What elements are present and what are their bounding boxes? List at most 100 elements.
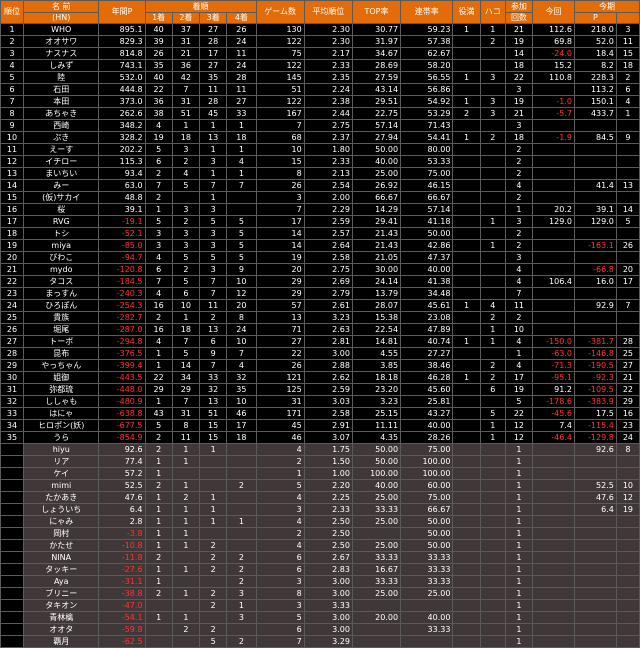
konki-points-cell: -381.7 bbox=[573, 335, 617, 348]
konkai-cell: 20.2 bbox=[532, 203, 575, 216]
rank-cell: 35 bbox=[0, 431, 25, 444]
first-place-cell: 1 bbox=[144, 575, 173, 588]
konki-rank-cell bbox=[615, 635, 640, 648]
second-place-cell: 1 bbox=[171, 119, 201, 132]
rank-cell: 1 bbox=[0, 23, 25, 36]
hako-cell bbox=[479, 527, 506, 540]
konkai-cell bbox=[532, 467, 575, 480]
avg-rank-cell: 2.20 bbox=[303, 479, 353, 492]
fourth-place-cell: 10 bbox=[226, 335, 257, 348]
annual-points-cell: 48.8 bbox=[98, 191, 146, 204]
konki-rank-cell: 6 bbox=[615, 83, 640, 96]
first-place-cell: 7 bbox=[144, 179, 173, 192]
games-cell: 122 bbox=[255, 95, 305, 108]
table-row: 岡村 -3.8 1 1 2 2.50 50.00 1 bbox=[0, 527, 640, 540]
annual-points-cell: -52.1 bbox=[98, 227, 146, 240]
hako-cell bbox=[479, 395, 506, 408]
first-place-cell: 6 bbox=[144, 155, 173, 168]
table-row: 23 まっすん -240.3 4 6 7 12 29 2.79 13.79 34.48 7 bbox=[0, 287, 640, 300]
konkai-cell bbox=[532, 539, 575, 552]
name-cell: 本田 bbox=[23, 95, 100, 108]
third-place-cell: 7 bbox=[198, 179, 228, 192]
konki-rank-cell bbox=[615, 167, 640, 180]
table-row: 20 びわこ -94.7 4 5 5 5 19 2.58 21.05 47.37 3 bbox=[0, 251, 640, 264]
konki-points-cell bbox=[573, 587, 617, 600]
hako-cell: 1 bbox=[479, 419, 506, 432]
annual-points-cell: 814.8 bbox=[98, 47, 146, 60]
konkai-cell: -178.6 bbox=[532, 395, 575, 408]
top-rate-cell: 22.75 bbox=[351, 107, 402, 120]
rank-cell bbox=[0, 635, 25, 648]
third-place-cell: 15 bbox=[198, 431, 228, 444]
annual-points-cell: 348.2 bbox=[98, 119, 146, 132]
second-place-cell: 1 bbox=[171, 563, 201, 576]
konki-points-cell bbox=[573, 323, 617, 336]
table-row: 13 まいちい 93.4 2 4 1 1 8 2.13 25.00 75.00 2 bbox=[0, 167, 640, 180]
annual-points-cell: 895.1 bbox=[98, 23, 146, 36]
top-rate-cell: 3.85 bbox=[351, 359, 402, 372]
fourth-place-cell: 5 bbox=[226, 215, 257, 228]
konkai-cell bbox=[532, 503, 575, 516]
table-row: 19 miya -85.0 3 3 3 5 14 2.64 21.43 42.86 1 2 -163.1 2… bbox=[0, 239, 640, 252]
sanka-cell: 1 bbox=[504, 575, 534, 588]
top-rate-cell: 34.67 bbox=[351, 47, 402, 60]
konki-points-cell: 228.3 bbox=[573, 71, 617, 84]
games-cell: 13 bbox=[255, 311, 305, 324]
konki-rank-cell: 21 bbox=[615, 371, 640, 384]
yakuman-cell bbox=[452, 215, 481, 228]
rank-cell: 22 bbox=[0, 275, 25, 288]
fourth-place-cell: 35 bbox=[226, 383, 257, 396]
top-rate-cell bbox=[351, 599, 402, 612]
konkai-cell: -63.0 bbox=[532, 347, 575, 360]
name-cell: トシ bbox=[23, 227, 100, 240]
annual-points-cell: -47.0 bbox=[98, 599, 146, 612]
table-row: 35 うら -854.9 2 11 15 18 46 3.07 4.35 28.26 1 12 -46.4… bbox=[0, 431, 640, 444]
header-yakuman: 役満 bbox=[452, 0, 481, 24]
yakuman-cell bbox=[452, 383, 481, 396]
third-place-cell: 3 bbox=[198, 263, 228, 276]
first-place-cell bbox=[144, 599, 173, 612]
sanka-cell: 12 bbox=[504, 431, 534, 444]
table-row: 6 石田 444.8 22 7 11 11 51 2.24 43.14 56.86 3 113.2 6 bbox=[0, 83, 640, 96]
rentai-rate-cell: 66.67 bbox=[400, 503, 454, 516]
header-p2: 2着 bbox=[171, 12, 201, 24]
games-cell: 26 bbox=[255, 359, 305, 372]
fourth-place-cell bbox=[226, 203, 257, 216]
rank-cell bbox=[0, 491, 25, 504]
annual-points-cell: -31.1 bbox=[98, 575, 146, 588]
first-place-cell: 1 bbox=[144, 347, 173, 360]
rank-cell bbox=[0, 503, 25, 516]
hako-cell bbox=[479, 515, 506, 528]
konki-rank-cell: 13 bbox=[615, 179, 640, 192]
fourth-place-cell: 32 bbox=[226, 371, 257, 384]
name-cell: mydo bbox=[23, 263, 100, 276]
yakuman-cell bbox=[452, 347, 481, 360]
konkai-cell bbox=[532, 287, 575, 300]
konki-points-cell bbox=[573, 563, 617, 576]
first-place-cell: 39 bbox=[144, 35, 173, 48]
name-cell: ひろぽん bbox=[23, 299, 100, 312]
konki-rank-cell: 16 bbox=[615, 407, 640, 420]
konkai-cell: -1.0 bbox=[532, 95, 575, 108]
sanka-cell: 4 bbox=[504, 263, 534, 276]
second-place-cell: 7 bbox=[171, 395, 201, 408]
annual-points-cell: -11.8 bbox=[98, 551, 146, 564]
top-rate-cell bbox=[351, 527, 402, 540]
games-cell: 19 bbox=[255, 251, 305, 264]
second-place-cell: 5 bbox=[171, 275, 201, 288]
table-row: 5 陸 532.0 40 42 35 28 145 2.35 27.59 56.55 1 3 22 110.… bbox=[0, 71, 640, 84]
second-place-cell: 1 bbox=[171, 515, 201, 528]
rank-cell: 20 bbox=[0, 251, 25, 264]
fourth-place-cell: 10 bbox=[226, 275, 257, 288]
top-rate-cell: 50.00 bbox=[351, 443, 402, 456]
ranking-body: 1 WHO 895.1 40 37 27 26 130 2.30 30.77 59.23 1 1 21 11… bbox=[0, 23, 640, 648]
avg-rank-cell: 3.00 bbox=[303, 347, 353, 360]
name-cell: はにゃ bbox=[23, 407, 100, 420]
sanka-cell: 21 bbox=[504, 23, 534, 36]
sanka-cell: 4 bbox=[504, 179, 534, 192]
top-rate-cell: 16.67 bbox=[351, 563, 402, 576]
fourth-place-cell: 1 bbox=[226, 515, 257, 528]
konki-points-cell: 18.4 bbox=[573, 47, 617, 60]
name-cell: 覇月 bbox=[23, 635, 100, 648]
hako-cell bbox=[479, 479, 506, 492]
